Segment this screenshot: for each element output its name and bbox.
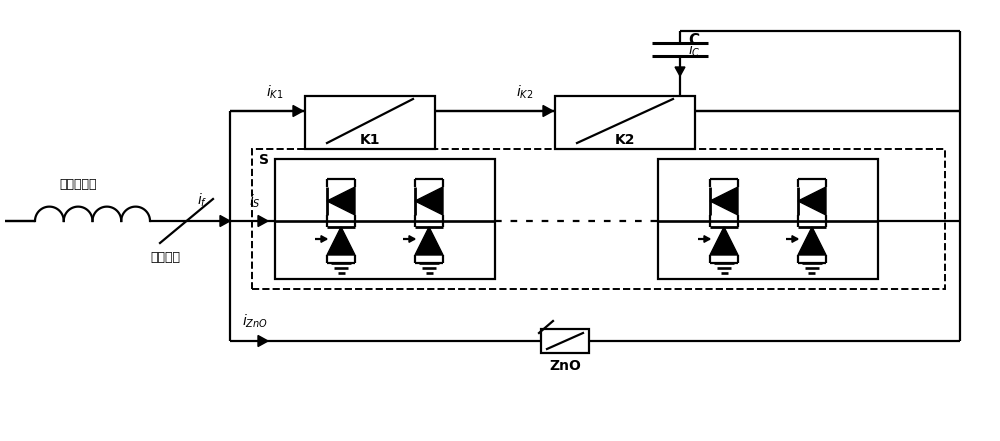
Text: $i_{K2}$: $i_{K2}$ <box>516 84 533 101</box>
Polygon shape <box>258 336 268 347</box>
Polygon shape <box>327 227 355 255</box>
Polygon shape <box>327 187 355 215</box>
Polygon shape <box>675 67 685 76</box>
Text: 隔离开关: 隔离开关 <box>150 251 180 264</box>
Text: 限流电抗器: 限流电抗器 <box>59 178 97 191</box>
Text: $i_C$: $i_C$ <box>688 41 701 59</box>
Polygon shape <box>321 235 327 242</box>
Polygon shape <box>798 227 826 255</box>
Text: $i_f$: $i_f$ <box>197 191 207 209</box>
Polygon shape <box>220 216 230 227</box>
Polygon shape <box>704 235 710 242</box>
Polygon shape <box>293 105 303 116</box>
Bar <box>658 159 878 279</box>
Polygon shape <box>798 187 826 215</box>
Polygon shape <box>710 187 738 215</box>
Text: $i_S$: $i_S$ <box>249 193 261 210</box>
Polygon shape <box>415 227 443 255</box>
Polygon shape <box>258 216 268 227</box>
Bar <box>305 96 435 149</box>
Polygon shape <box>415 187 443 215</box>
Text: S: S <box>259 153 269 167</box>
Text: $i_{ZnO}$: $i_{ZnO}$ <box>242 313 268 330</box>
Text: K2: K2 <box>615 133 635 147</box>
Polygon shape <box>710 227 738 255</box>
Polygon shape <box>409 235 415 242</box>
Bar <box>541 329 589 353</box>
Text: K1: K1 <box>360 133 380 147</box>
Polygon shape <box>792 235 798 242</box>
Text: C: C <box>688 33 699 48</box>
Bar <box>252 149 945 289</box>
Text: $i_{K1}$: $i_{K1}$ <box>266 84 283 101</box>
Polygon shape <box>543 105 553 116</box>
Bar <box>555 96 695 149</box>
Text: ZnO: ZnO <box>549 359 581 373</box>
Bar <box>275 159 495 279</box>
